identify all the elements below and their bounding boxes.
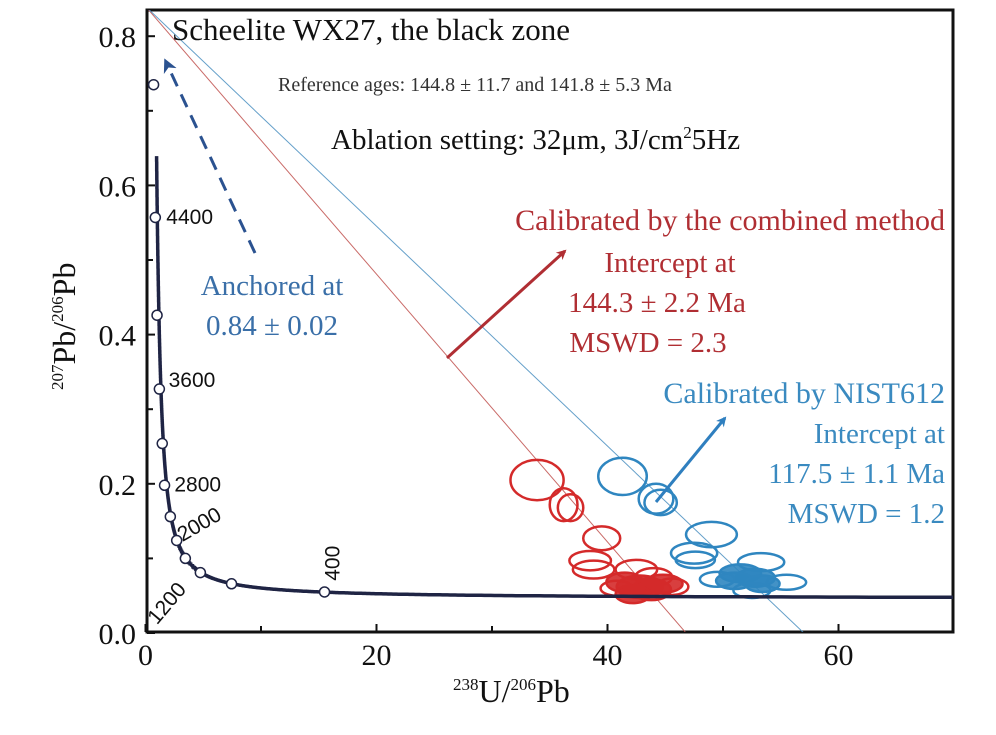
nist-intercept-age: 117.5 ± 1.1 Ma: [768, 458, 945, 490]
error-ellipse: [669, 541, 719, 565]
x-tick-label: 20: [362, 639, 392, 672]
anchored-arrow: [163, 58, 257, 254]
combined-method-label: Calibrated by the combined method: [515, 204, 945, 237]
y-tick-label: 0.6: [99, 170, 137, 203]
age-marker: [153, 383, 166, 395]
age-marker: [194, 566, 207, 579]
anchored-value: 0.84 ± 0.02: [206, 310, 338, 342]
age-label: 4400: [166, 206, 213, 229]
combined-mswd: MSWD = 2.3: [569, 327, 726, 359]
nist-method-label: Calibrated by NIST612: [663, 377, 945, 410]
error-ellipse: [698, 570, 736, 588]
age-label: 3600: [169, 369, 216, 392]
plot-frame: [145, 8, 955, 634]
error-ellipse: [581, 525, 622, 552]
combined-intercept-age: 144.3 ± 2.2 Ma: [568, 287, 746, 319]
age-marker: [170, 534, 183, 547]
nist-mswd: MSWD = 1.2: [788, 498, 945, 530]
error-ellipse: [643, 488, 679, 517]
x-axis-label: 238U/206Pb: [453, 673, 570, 709]
x-tick-label: 40: [593, 639, 623, 672]
regression-line-nist612: [148, 10, 804, 632]
error-ellipse: [568, 549, 613, 572]
nist-intercept-label: Intercept at: [814, 418, 945, 450]
regression-line-combined: [147, 10, 686, 632]
combined-intercept-label: Intercept at: [604, 247, 735, 279]
error-ellipse: [556, 492, 585, 523]
y-tick-label: 0.4: [99, 320, 137, 353]
age-marker: [318, 586, 331, 598]
age-marker: [179, 552, 192, 565]
age-marker: [164, 510, 177, 523]
age-marker: [149, 211, 162, 224]
age-label: 400: [322, 546, 345, 581]
nist-arrow: [654, 416, 727, 503]
error-ellipse: [548, 487, 579, 523]
ablation-setting: Ablation setting: 32μm, 3J/cm25Hz: [331, 123, 740, 156]
age-marker: [147, 78, 160, 91]
error-ellipse: [597, 456, 649, 497]
age-marker: [151, 309, 163, 321]
age-marker: [156, 437, 168, 450]
age-label: 2800: [174, 473, 221, 496]
y-axis-label: 207Pb/206Pb: [46, 263, 82, 390]
combined-arrow: [445, 249, 567, 360]
y-tick-label: 0.8: [99, 21, 137, 54]
chart-title: Scheelite WX27, the black zone: [172, 12, 570, 47]
age-marker: [158, 479, 171, 492]
x-tick-label: 60: [824, 639, 854, 672]
error-ellipse: [765, 573, 808, 591]
error-ellipse: [509, 458, 565, 502]
anchored-label: Anchored at: [201, 270, 344, 302]
y-tick-label: 0.0: [99, 618, 137, 651]
x-tick-label: 0: [138, 639, 153, 672]
error-ellipse: [674, 550, 717, 570]
y-tick-label: 0.2: [99, 469, 137, 502]
chart-subtitle: Reference ages: 144.8 ± 11.7 and 141.8 ±…: [278, 74, 672, 96]
age-marker: [225, 578, 238, 590]
